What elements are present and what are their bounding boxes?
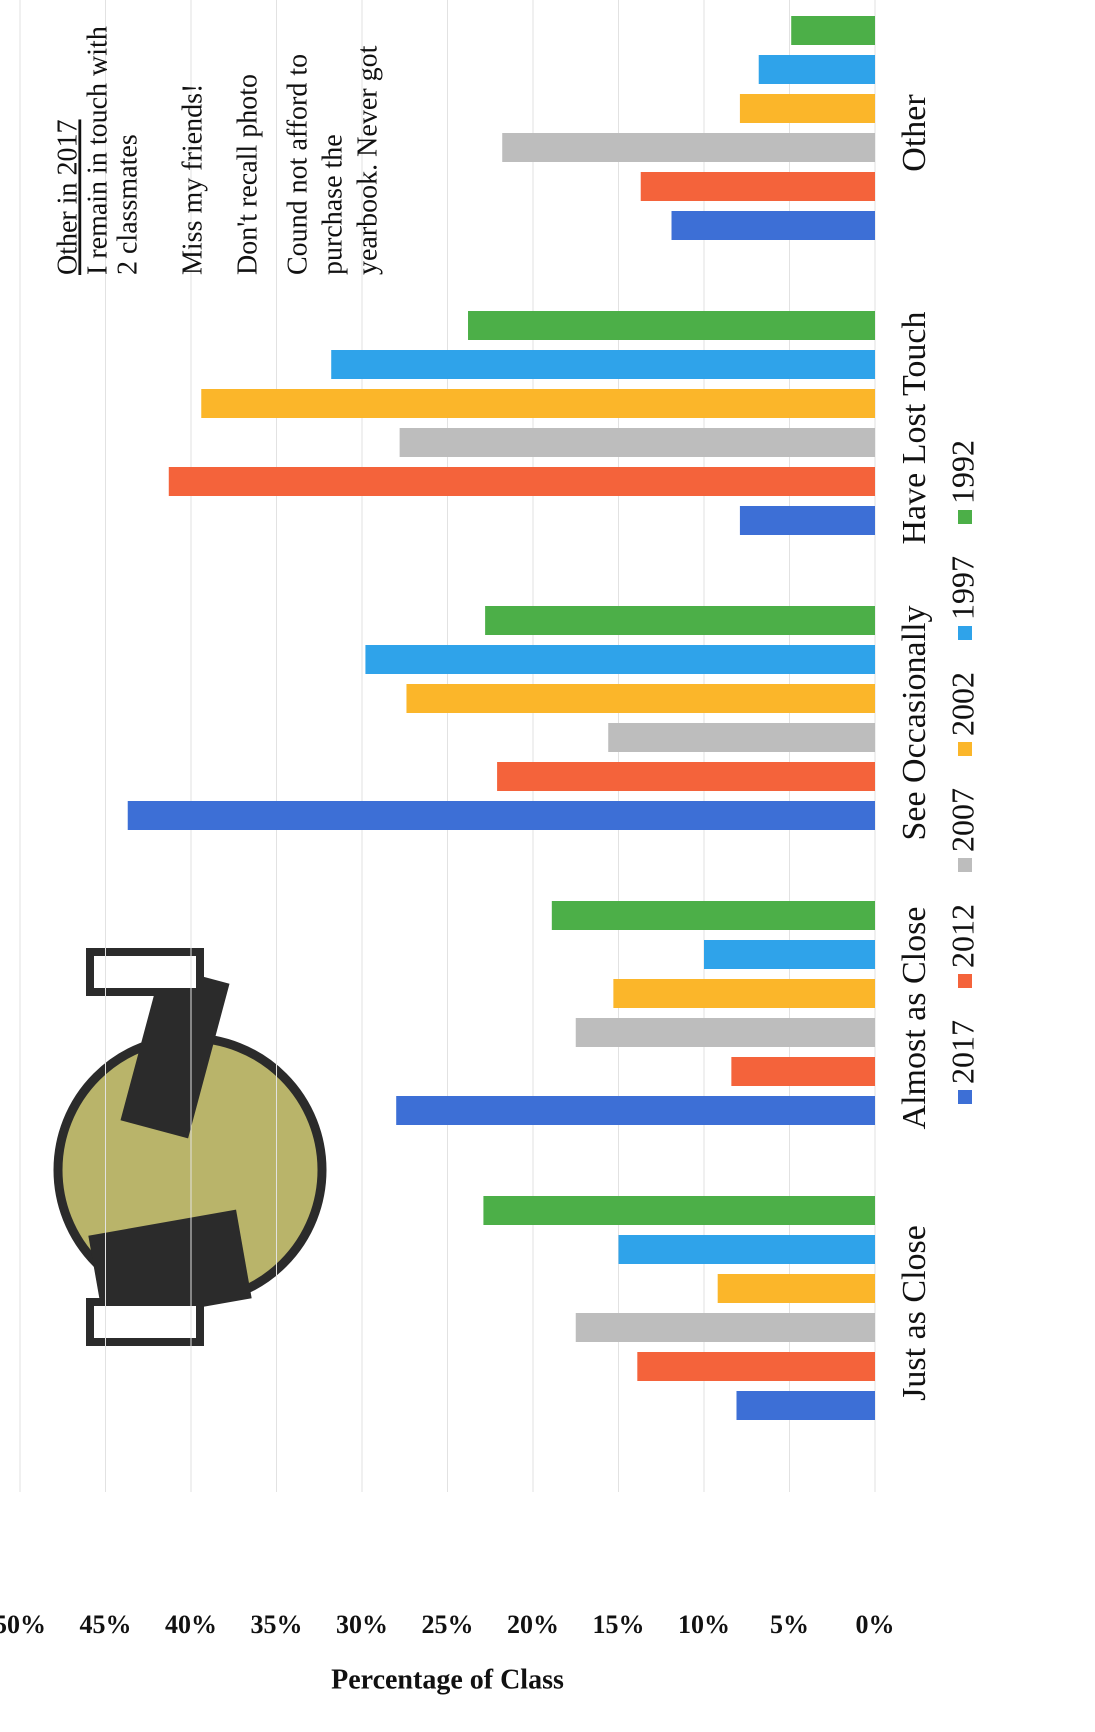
bar	[575, 1018, 875, 1047]
x-tick-label: Just as Close	[896, 1225, 933, 1401]
annotation-line: Don't recall photo	[232, 74, 263, 275]
y-tick-label: 20%	[507, 1610, 559, 1639]
annotation-line: Miss my friends!	[177, 84, 208, 275]
y-tick-label: 25%	[422, 1610, 474, 1639]
y-tick-label: 5%	[770, 1610, 809, 1639]
bar	[399, 428, 875, 457]
y-tick-label: 40%	[165, 1610, 217, 1639]
bar	[731, 1057, 875, 1086]
legend-label: 1992	[944, 440, 980, 504]
x-tick-label: Almost as Close	[896, 907, 933, 1130]
bar	[551, 901, 875, 930]
legend-label: 2007	[944, 788, 980, 852]
annotation-line: Cound not afford to	[282, 54, 313, 275]
bar	[613, 979, 875, 1008]
bar	[618, 1235, 875, 1264]
y-tick-label: 30%	[336, 1610, 388, 1639]
legend-swatch	[958, 510, 972, 524]
y-tick-label: 50%	[0, 1610, 46, 1639]
bar	[575, 1313, 875, 1342]
bar	[331, 350, 876, 379]
legend-label: 1997	[944, 556, 980, 620]
legend-label: 2017	[944, 1020, 980, 1084]
y-tick-label: 0%	[856, 1610, 895, 1639]
x-tick-label: Have Lost Touch	[896, 311, 933, 544]
handshake-logo	[53, 948, 327, 1346]
y-axis-title: Percentage of Class	[331, 1664, 564, 1695]
bar	[406, 684, 875, 713]
bar	[485, 606, 875, 635]
bar	[396, 1096, 875, 1125]
y-tick-label: 15%	[593, 1610, 645, 1639]
bar	[497, 762, 875, 791]
bar	[640, 172, 875, 201]
bar	[468, 311, 875, 340]
legend-label: 2012	[944, 904, 980, 968]
legend-swatch	[958, 1090, 972, 1104]
legend-swatch	[958, 974, 972, 988]
bar	[365, 645, 875, 674]
y-tick-label: 35%	[251, 1610, 303, 1639]
bar	[168, 467, 875, 496]
y-tick-label: 10%	[678, 1610, 730, 1639]
annotation-title: Other in 2017	[52, 119, 83, 275]
bar	[739, 506, 875, 535]
bar	[791, 16, 876, 45]
bar	[127, 801, 876, 830]
bar	[758, 55, 875, 84]
bar	[704, 940, 875, 969]
bar	[483, 1196, 875, 1225]
bar	[637, 1352, 875, 1381]
y-tick-label: 45%	[80, 1610, 132, 1639]
legend-swatch	[958, 742, 972, 756]
x-tick-label: See Occasionally	[896, 605, 933, 840]
bar	[201, 389, 875, 418]
annotation-line: purchase the	[317, 134, 348, 275]
legend-label: 2002	[944, 672, 980, 736]
annotation-line: 2 classmates	[112, 134, 143, 275]
legend-swatch	[958, 858, 972, 872]
annotation-line: yearbook. Never got	[352, 45, 383, 275]
legend-swatch	[958, 626, 972, 640]
annotation-line: I remain in touch with	[82, 26, 113, 275]
x-tick-label: Other	[896, 94, 933, 172]
chart-body: 0% 5% 10% 15% 20% 25% 30% 35% 40% 45% 50% Percentag…	[0, 0, 980, 1695]
bar	[671, 211, 876, 240]
bar	[608, 723, 875, 752]
bar	[739, 94, 875, 123]
bar	[717, 1274, 875, 1303]
bar	[736, 1391, 875, 1420]
bar	[502, 133, 875, 162]
